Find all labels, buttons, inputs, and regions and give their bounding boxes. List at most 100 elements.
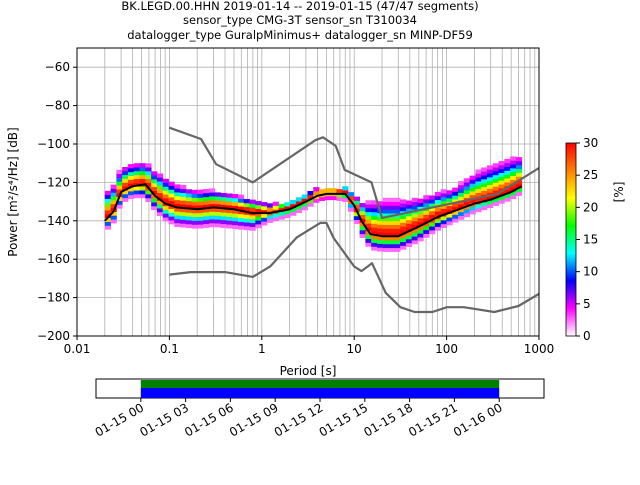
density-cell [336, 192, 343, 198]
density-cell [191, 197, 198, 202]
density-cell [266, 203, 274, 208]
density-cell [365, 215, 372, 220]
density-cell [122, 197, 129, 202]
density-cell [504, 178, 511, 183]
density-cell [237, 206, 245, 211]
density-cell [411, 197, 418, 203]
density-cell [400, 218, 407, 223]
density-cell [423, 210, 430, 215]
density-cell [145, 190, 152, 195]
density-cell [371, 238, 378, 243]
coverage-tick-label: 01-15 03 [137, 400, 191, 439]
density-cell [185, 200, 193, 206]
density-cell [313, 198, 320, 203]
density-cell [122, 190, 129, 195]
density-cell [162, 182, 169, 187]
density-cell [110, 192, 117, 197]
density-cell [469, 198, 476, 203]
density-cell [376, 239, 384, 244]
density-cell [400, 237, 407, 243]
density-cell [122, 193, 129, 199]
density-cell [174, 207, 181, 212]
density-cell [139, 163, 146, 168]
density-cell [284, 213, 291, 219]
density-cell [376, 224, 384, 229]
density-cell [174, 215, 181, 220]
density-cell [342, 193, 349, 199]
density-cell [191, 224, 198, 229]
density-cell [145, 182, 152, 187]
density-cell [382, 224, 389, 229]
density-cell [342, 186, 349, 191]
density-cell [110, 211, 117, 216]
density-cell [452, 191, 459, 196]
density-cell [145, 163, 152, 168]
density-cell [261, 209, 268, 214]
density-cell [191, 212, 198, 218]
density-cell [220, 192, 227, 198]
density-cell [127, 171, 135, 176]
density-cell [376, 231, 384, 237]
density-cell [214, 211, 222, 216]
density-cell [220, 212, 227, 217]
density-cell [400, 203, 407, 208]
density-cell [469, 183, 476, 188]
colorbar: 0 5 10 15 20 25 30 [%] [565, 136, 626, 343]
density-cell [423, 229, 430, 234]
density-cell [232, 217, 239, 222]
density-cell [185, 216, 193, 221]
density-cell [481, 202, 488, 207]
density-cell [174, 222, 181, 228]
density-cell [290, 211, 297, 216]
density-cell [151, 186, 158, 191]
density-cell [180, 204, 187, 209]
density-cell [504, 166, 511, 171]
density-cell [411, 240, 418, 245]
density-cell [197, 220, 204, 225]
density-cell [174, 188, 181, 193]
y-axis-label: Power [m²/s⁴/Hz] [dB] [6, 127, 20, 256]
density-cell [405, 242, 413, 247]
density-cell [405, 219, 413, 224]
density-cell [156, 211, 164, 217]
density-cell [203, 208, 210, 213]
density-cell [417, 217, 424, 223]
density-cell [185, 193, 193, 198]
density-cell [168, 200, 175, 206]
density-cell [168, 185, 175, 190]
density-cell [185, 208, 193, 213]
density-cell [492, 182, 499, 187]
density-cell [434, 218, 442, 224]
density-cell [371, 215, 378, 220]
density-cell [243, 222, 250, 227]
coverage-tick-label: 01-15 09 [227, 400, 281, 439]
density-cell [203, 192, 210, 198]
density-cell [486, 180, 494, 186]
density-cell [122, 182, 129, 187]
density-cell [220, 204, 227, 209]
density-cell [197, 189, 204, 194]
density-cell [220, 223, 227, 228]
density-cell [469, 206, 476, 211]
density-cell [405, 238, 413, 244]
density-cell [237, 209, 245, 215]
density-cell [116, 169, 123, 175]
density-cell [371, 211, 378, 217]
density-cell [417, 237, 424, 242]
curve-NLNM [169, 221, 539, 314]
density-cell [498, 180, 505, 185]
density-cell [376, 235, 384, 241]
density-cell [458, 204, 465, 209]
density-cell [504, 181, 511, 187]
density-cell [382, 228, 389, 233]
density-cell [133, 178, 140, 183]
density-cell [330, 195, 337, 201]
density-cell [365, 223, 372, 228]
density-cell [429, 214, 436, 219]
colorbar-tick-label: 30 [583, 136, 598, 150]
density-cell [475, 204, 482, 209]
ppsd-axes: 0.01 0.1 1 10 100 1000 −200 −180 −160 −140 −120 −1… [6, 47, 554, 378]
colorbar-tick-label: 10 [583, 265, 598, 279]
density-cell [209, 222, 216, 228]
density-cell [365, 204, 372, 209]
